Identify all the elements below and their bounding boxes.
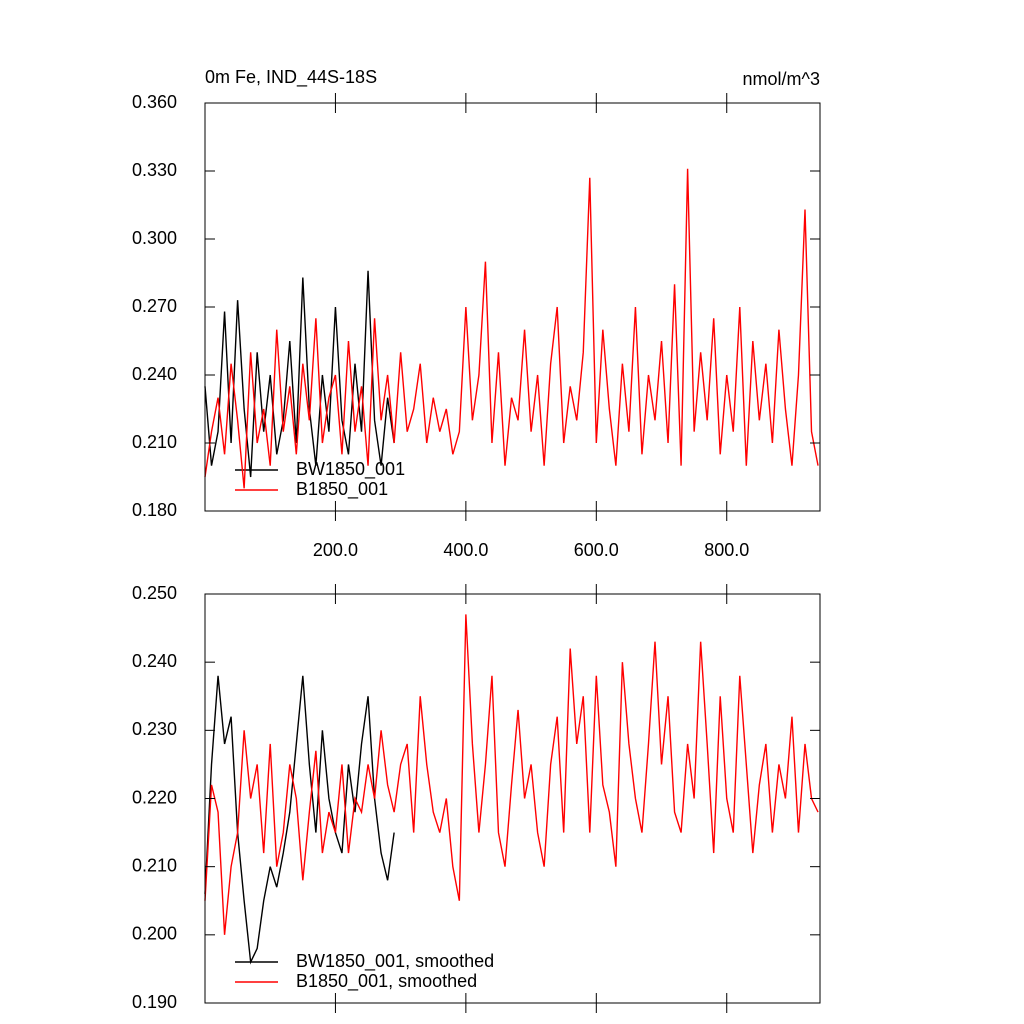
y-tick-label: 0.180 xyxy=(132,500,177,520)
y-tick-label: 0.230 xyxy=(132,719,177,739)
y-tick-label: 0.190 xyxy=(132,992,177,1012)
y-tick-label: 0.330 xyxy=(132,160,177,180)
y-tick-label: 0.360 xyxy=(132,92,177,112)
legend-label: B1850_001, smoothed xyxy=(296,971,477,992)
units-label: nmol/m^3 xyxy=(743,69,820,89)
series-line xyxy=(204,675,395,965)
y-tick-label: 0.210 xyxy=(132,855,177,875)
y-tick-label: 0.210 xyxy=(132,432,177,452)
y-tick-label: 0.240 xyxy=(132,651,177,671)
legend-label: B1850_001 xyxy=(296,479,388,500)
y-tick-label: 0.300 xyxy=(132,228,177,248)
y-tick-label: 0.220 xyxy=(132,787,177,807)
x-tick-label: 800.0 xyxy=(704,540,749,560)
y-tick-label: 0.270 xyxy=(132,296,177,316)
y-tick-label: 0.250 xyxy=(132,583,177,603)
chart-title: 0m Fe, IND_44S-18S xyxy=(205,67,377,88)
legend-label: BW1850_001, smoothed xyxy=(296,951,494,972)
y-tick-label: 0.240 xyxy=(132,364,177,384)
x-tick-label: 200.0 xyxy=(313,540,358,560)
x-tick-label: 600.0 xyxy=(574,540,619,560)
series-line xyxy=(204,168,819,489)
series-line xyxy=(204,614,819,935)
plot-frame xyxy=(204,593,821,1004)
y-tick-label: 0.200 xyxy=(132,924,177,944)
x-tick-label: 400.0 xyxy=(443,540,488,560)
legend-label: BW1850_001 xyxy=(296,459,405,480)
